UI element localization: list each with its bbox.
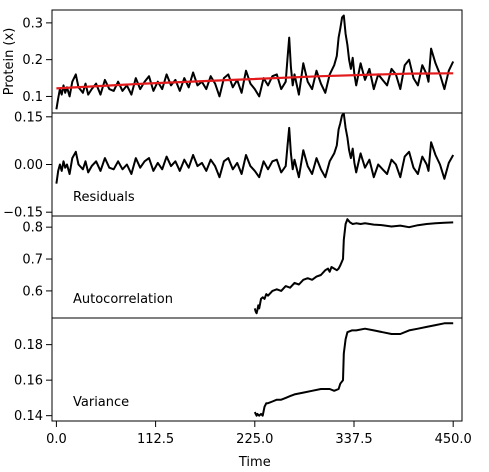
panel-2-label: Residuals [73, 190, 135, 205]
panel-3-label: Autocorrelation [73, 292, 173, 307]
y-axis-title: Protein (x) [2, 28, 17, 96]
panel-4-ytick-label: 0.18 [14, 338, 43, 353]
panel-4-ytick-label: 0.16 [14, 374, 43, 389]
panel-3-ytick-label: 0.7 [22, 253, 43, 268]
panel-3-series-1-line [253, 218, 454, 315]
panel-3-ytick-label: 0.8 [22, 221, 43, 236]
panel-4-label: Variance [73, 395, 129, 410]
panel-1-series-1-line [55, 14, 455, 110]
x-axis-title: Time [238, 455, 271, 470]
x-tick-label: 112.5 [137, 432, 174, 447]
x-tick-label: 450.0 [435, 432, 472, 447]
panel-2-ytick-label: −0.15 [3, 206, 43, 221]
panel-2-ytick-label: 0.00 [14, 158, 43, 173]
panel-2-ytick-label: 0.15 [14, 110, 43, 125]
x-tick-label: 0.0 [46, 432, 67, 447]
panel-2-series-1-line [55, 112, 455, 184]
panel-4-ytick-label: 0.14 [14, 409, 43, 424]
panel-1-ytick-label: 0.1 [22, 90, 43, 105]
panel-1-ytick-label: 0.2 [22, 53, 43, 68]
x-tick-label: 225.0 [236, 432, 273, 447]
panel-1-frame [51, 9, 463, 114]
panel-3-ytick-label: 0.6 [22, 284, 43, 299]
panel-1-ytick-label: 0.3 [22, 16, 43, 31]
panel-1-series-2-line [56, 72, 454, 90]
x-tick-label: 337.5 [335, 432, 372, 447]
panel-4-series-1-line [253, 322, 454, 417]
panel-4-frame [51, 317, 463, 422]
